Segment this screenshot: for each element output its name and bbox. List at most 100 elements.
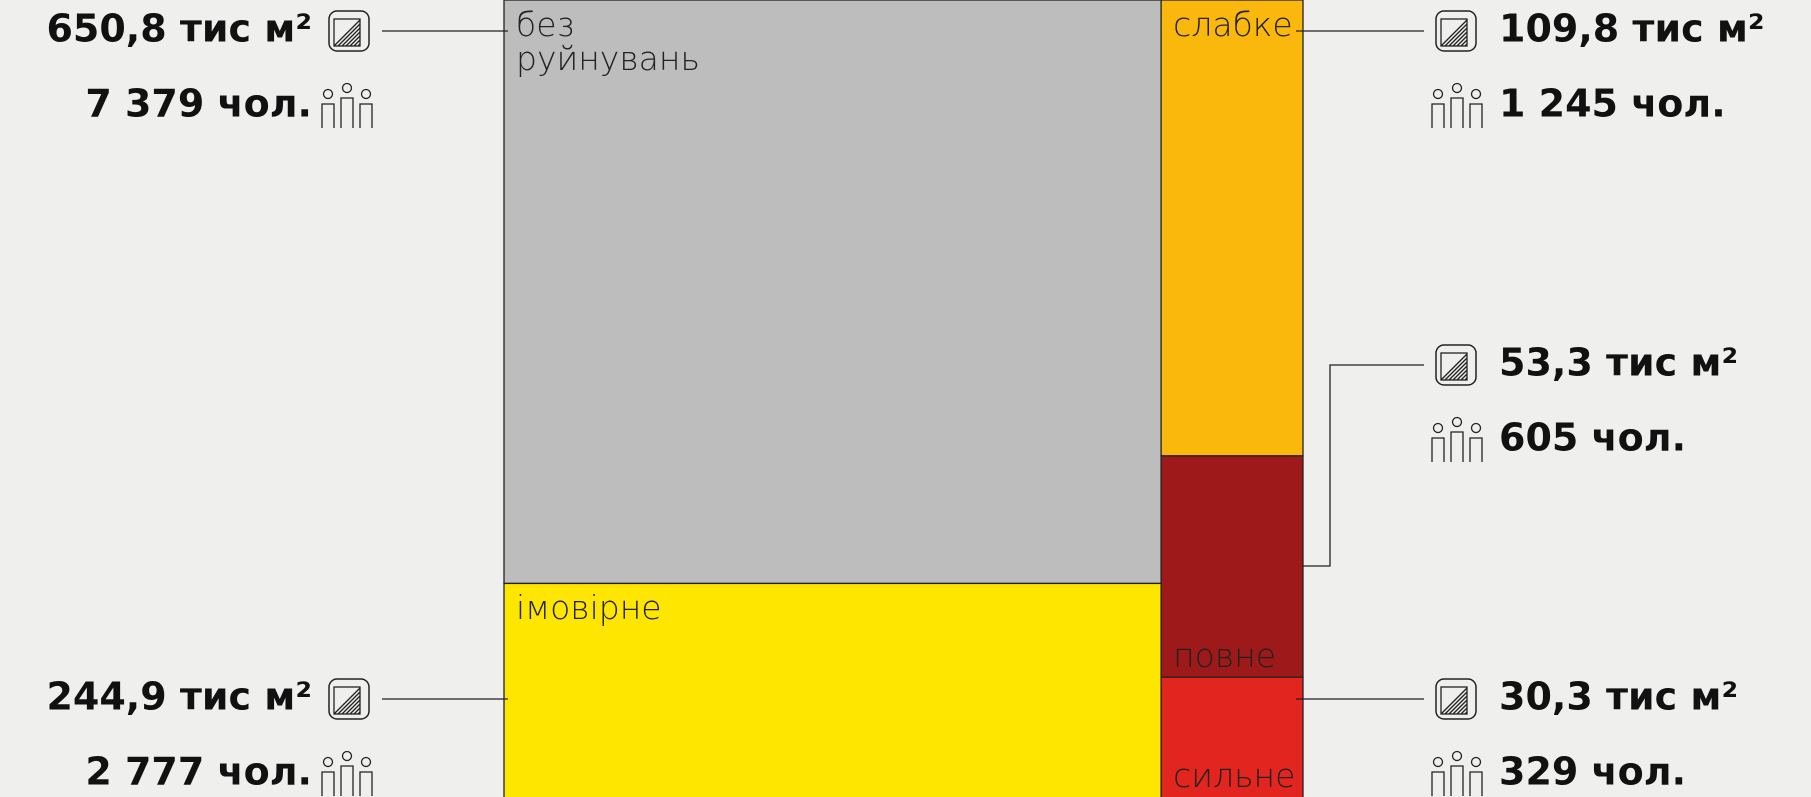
people-label: 329 чол. <box>1499 750 1686 794</box>
icon-hatch <box>1460 707 1468 715</box>
people-icon <box>321 750 373 796</box>
icon-hatch <box>1448 695 1468 715</box>
icon-hatch <box>1440 353 1468 381</box>
icon-body <box>1469 103 1483 128</box>
icon-head <box>1470 422 1482 434</box>
icon-head <box>1451 750 1463 762</box>
icon-hatch <box>341 27 361 47</box>
icon-hatch <box>357 711 361 715</box>
icon-body <box>1469 437 1483 462</box>
icon-hatch <box>1460 39 1468 47</box>
icon-hatch <box>357 43 361 47</box>
cell-label-box: повне <box>1161 456 1303 677</box>
cell-label-box: сильне <box>1161 677 1303 797</box>
icon-head <box>360 756 372 768</box>
icon-hatch <box>345 31 361 47</box>
people-label: 605 чол. <box>1499 416 1686 460</box>
area-icon <box>328 10 370 52</box>
icon-body <box>1450 431 1464 462</box>
icon-hatch <box>1440 687 1468 715</box>
icon-hatch <box>333 19 361 47</box>
connector <box>1303 364 1424 567</box>
icon-head <box>341 82 353 94</box>
people-icon <box>321 82 373 128</box>
icon-body <box>359 103 373 128</box>
icon-head <box>322 756 334 768</box>
cell-label-wrap: повне <box>1161 456 1303 677</box>
area-label: 30,3 тис м² <box>1499 675 1738 719</box>
icon-frame <box>328 10 370 52</box>
icon-hatch <box>337 691 361 715</box>
icon-hatch <box>1460 373 1468 381</box>
icon-head <box>1470 88 1482 100</box>
icon-hatch <box>1464 711 1468 715</box>
people-label: 1 245 чол. <box>1499 82 1726 126</box>
icon-hatch <box>1448 27 1468 47</box>
icon-head <box>1432 422 1444 434</box>
category-label: повне <box>1173 636 1277 676</box>
people-label: 2 777 чол. <box>85 750 312 794</box>
icon-hatch <box>333 687 361 715</box>
cell-label-box: без руйнувань <box>504 0 1161 583</box>
icon-body <box>340 765 354 796</box>
cell-label-wrap: без руйнувань <box>504 0 1161 583</box>
icon-frame <box>328 678 370 720</box>
icon-frame <box>1435 678 1477 720</box>
icon-head <box>322 88 334 100</box>
area-icon <box>1435 10 1477 52</box>
icon-hatch <box>353 39 361 47</box>
icon-head <box>1432 88 1444 100</box>
cell-label-wrap: сильне <box>1161 677 1303 797</box>
icon-hatch <box>1456 35 1468 47</box>
icon-hatch <box>341 695 361 715</box>
treemap-cell <box>503 582 1162 797</box>
icon-body <box>321 771 335 796</box>
treemap-cell <box>1160 455 1304 678</box>
icon-body <box>340 97 354 128</box>
icon-body <box>321 103 335 128</box>
icon-body <box>359 771 373 796</box>
icon-body <box>1431 771 1445 796</box>
icon-hatch <box>345 699 361 715</box>
icon-hatch <box>1448 361 1468 381</box>
cell-label-wrap: імовірне <box>504 583 1161 797</box>
icon-hatch <box>1456 369 1468 381</box>
area-icon <box>328 678 370 720</box>
treemap-cell <box>503 0 1162 585</box>
icon-hatch <box>349 35 361 47</box>
icon-hatch <box>337 23 361 47</box>
treemap-cell <box>1160 0 1304 457</box>
icon-hatch <box>1464 43 1468 47</box>
category-label: сильне <box>1173 755 1296 795</box>
people-icon <box>1431 416 1483 462</box>
icon-head <box>360 88 372 100</box>
category-label: без руйнувань <box>516 5 700 78</box>
area-label: 650,8 тис м² <box>46 7 312 51</box>
icon-hatch <box>1452 699 1468 715</box>
people-icon <box>1431 750 1483 796</box>
area-label: 109,8 тис м² <box>1499 7 1765 51</box>
area-icon <box>1435 678 1477 720</box>
area-label: 53,3 тис м² <box>1499 341 1738 385</box>
category-label: імовірне <box>516 588 662 628</box>
area-label: 244,9 тис м² <box>46 675 312 719</box>
icon-body <box>1469 771 1483 796</box>
icon-head <box>1432 756 1444 768</box>
icon-hatch <box>1452 365 1468 381</box>
cell-label-box: слабке <box>1173 5 1293 44</box>
icon-hatch <box>1464 377 1468 381</box>
icon-head <box>1451 82 1463 94</box>
area-icon <box>1435 344 1477 386</box>
icon-hatch <box>349 703 361 715</box>
icon-head <box>341 750 353 762</box>
icon-hatch <box>1440 19 1468 47</box>
people-label: 7 379 чол. <box>85 82 312 126</box>
icon-head <box>1451 416 1463 428</box>
people-icon <box>1431 82 1483 128</box>
icon-frame <box>1435 344 1477 386</box>
icon-hatch <box>1444 357 1468 381</box>
icon-body <box>1431 103 1445 128</box>
category-label: слабке <box>1173 5 1293 44</box>
icon-hatch <box>1444 691 1468 715</box>
